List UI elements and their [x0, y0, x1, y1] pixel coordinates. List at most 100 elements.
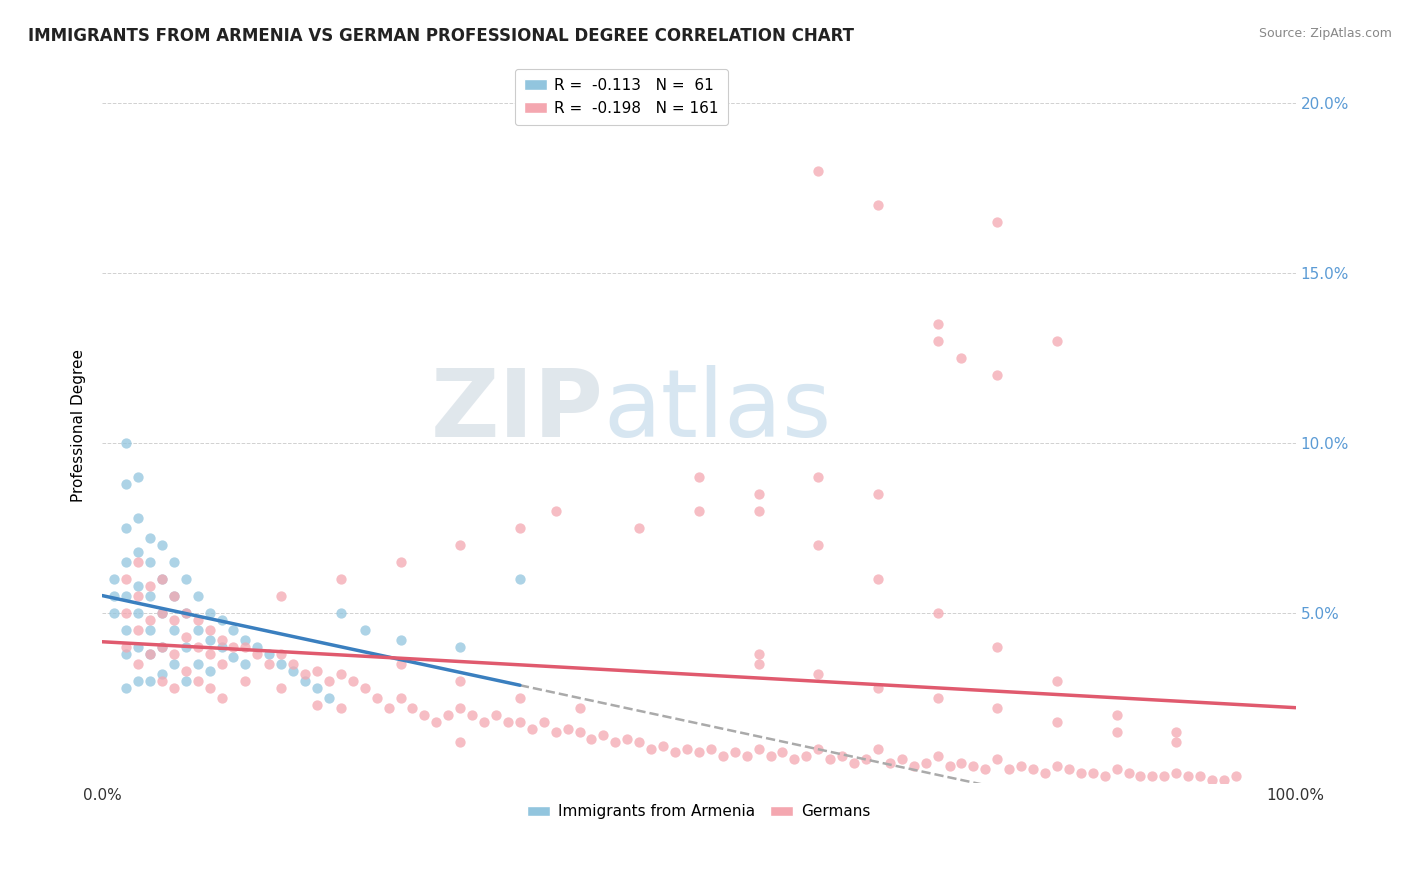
Point [294, 673, 316, 688]
Point [748, 647, 770, 661]
Point [1201, 772, 1223, 787]
Point [163, 555, 186, 569]
Point [235, 633, 257, 648]
Point [794, 748, 817, 763]
Point [449, 640, 471, 654]
Point [950, 756, 973, 770]
Point [211, 613, 233, 627]
Point [115, 521, 138, 535]
Point [150, 673, 173, 688]
Point [318, 690, 340, 705]
Point [150, 538, 173, 552]
Point [437, 708, 460, 723]
Point [163, 657, 186, 671]
Point [986, 701, 1008, 715]
Point [986, 368, 1008, 382]
Point [305, 698, 328, 712]
Point [509, 714, 531, 729]
Point [807, 163, 830, 178]
Point [174, 630, 197, 644]
Point [1189, 769, 1212, 783]
Point [748, 742, 770, 756]
Point [127, 470, 149, 484]
Point [150, 606, 173, 620]
Point [127, 606, 149, 620]
Point [866, 197, 889, 211]
Point [222, 650, 245, 665]
Point [163, 589, 186, 603]
Point [688, 470, 710, 484]
Point [735, 748, 758, 763]
Point [807, 470, 830, 484]
Point [115, 606, 138, 620]
Point [163, 647, 186, 661]
Point [389, 633, 412, 648]
Point [1046, 714, 1069, 729]
Point [115, 476, 138, 491]
Point [1129, 769, 1152, 783]
Point [127, 673, 149, 688]
Point [389, 555, 412, 569]
Point [449, 673, 471, 688]
Point [568, 701, 591, 715]
Point [509, 521, 531, 535]
Point [986, 214, 1008, 228]
Point [198, 633, 221, 648]
Point [283, 664, 305, 678]
Point [127, 544, 149, 558]
Point [914, 756, 936, 770]
Point [150, 572, 173, 586]
Point [353, 623, 375, 637]
Point [807, 667, 830, 681]
Point [150, 572, 173, 586]
Point [1046, 759, 1069, 773]
Point [198, 664, 221, 678]
Point [533, 714, 555, 729]
Point [246, 647, 269, 661]
Point [174, 640, 197, 654]
Point [127, 555, 149, 569]
Point [1105, 708, 1128, 723]
Point [139, 589, 162, 603]
Point [927, 334, 949, 348]
Text: atlas: atlas [603, 366, 832, 458]
Point [163, 613, 186, 627]
Point [342, 673, 364, 688]
Point [1166, 725, 1188, 739]
Point [485, 708, 508, 723]
Point [688, 746, 710, 760]
Point [329, 701, 352, 715]
Point [174, 664, 197, 678]
Point [962, 759, 984, 773]
Point [748, 487, 770, 501]
Point [115, 435, 138, 450]
Point [139, 673, 162, 688]
Point [115, 640, 138, 654]
Point [187, 613, 209, 627]
Point [842, 756, 865, 770]
Point [103, 572, 125, 586]
Point [187, 640, 209, 654]
Point [270, 589, 292, 603]
Point [305, 681, 328, 695]
Point [174, 606, 197, 620]
Point [866, 742, 889, 756]
Point [377, 701, 399, 715]
Point [938, 759, 960, 773]
Point [724, 746, 747, 760]
Point [998, 763, 1021, 777]
Point [163, 681, 186, 695]
Point [855, 752, 877, 766]
Point [783, 752, 806, 766]
Point [270, 681, 292, 695]
Point [807, 538, 830, 552]
Point [127, 640, 149, 654]
Point [509, 690, 531, 705]
Point [1166, 765, 1188, 780]
Point [259, 657, 281, 671]
Point [139, 623, 162, 637]
Point [198, 623, 221, 637]
Point [198, 681, 221, 695]
Point [1081, 765, 1104, 780]
Point [127, 589, 149, 603]
